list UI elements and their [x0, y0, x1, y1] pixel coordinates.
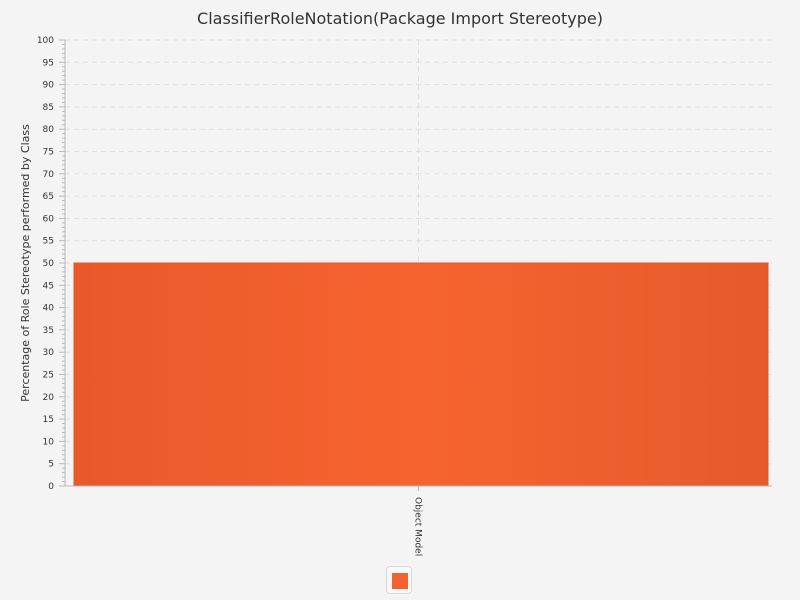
bar	[73, 262, 769, 487]
y-tick-label: 0	[48, 482, 54, 492]
y-tick-label: 90	[43, 81, 55, 91]
y-tick-label: 35	[43, 326, 54, 336]
chart-title: ClassifierRoleNotation(Package Import St…	[197, 9, 603, 28]
y-tick-label: 25	[43, 371, 54, 381]
y-tick-label: 95	[43, 58, 54, 68]
y-tick-label: 15	[43, 415, 54, 425]
y-tick-label: 30	[43, 348, 55, 358]
y-tick-label: 70	[43, 170, 55, 180]
y-tick-label: 75	[43, 148, 54, 158]
y-tick-label: 10	[43, 437, 55, 447]
axes: 0 5 10 15 20 25 30 35 40 45 50 55 60 65 70 75 80 85 90 95 10…	[37, 36, 772, 556]
y-tick-label: 65	[43, 192, 54, 202]
x-tick-label: Object Model	[413, 497, 423, 556]
y-tick-label: 5	[48, 460, 54, 470]
y-tick-label: 40	[43, 304, 55, 314]
y-tick-label: 60	[43, 214, 55, 224]
legend-swatch	[392, 573, 408, 589]
y-tick-label: 100	[37, 36, 54, 46]
y-tick-label: 20	[43, 393, 55, 403]
y-tick-label: 45	[43, 281, 54, 291]
y-tick-label: 55	[43, 237, 54, 247]
y-tick-label: 85	[43, 103, 54, 113]
y-tick-label: 80	[43, 125, 55, 135]
y-tick-label: 50	[43, 259, 55, 269]
bars	[73, 262, 769, 487]
legend	[386, 566, 412, 594]
y-axis-label: Percentage of Role Stereotype performed …	[19, 124, 32, 402]
